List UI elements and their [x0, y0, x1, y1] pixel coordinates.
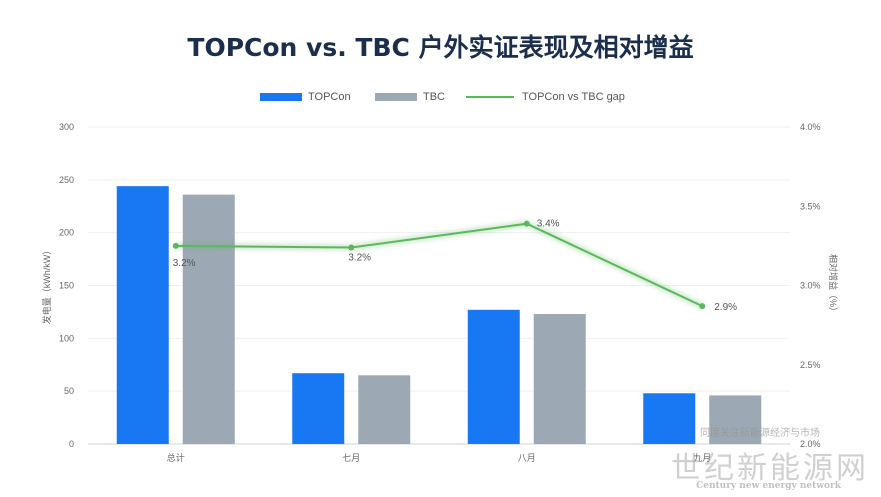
y2-tick-label: 3.5%	[800, 201, 821, 211]
legend-swatch-gap	[466, 96, 514, 98]
y2-tick-label: 2.5%	[800, 360, 821, 370]
legend-item-tbc: TBC	[375, 91, 445, 103]
legend-item-gap: TOPCon vs TBC gap	[466, 91, 625, 103]
bar-topcon	[292, 373, 345, 444]
x-tick-label: 九月	[693, 453, 711, 463]
gap-line	[175, 222, 703, 308]
y-tick-label: 300	[59, 122, 74, 132]
gap-point	[699, 303, 706, 310]
x-tick-label: 七月	[342, 453, 360, 463]
legend-label-tbc: TBC	[423, 91, 445, 103]
y2-tick-label: 2.0%	[800, 439, 821, 449]
legend-swatch-topcon	[260, 93, 302, 101]
y-tick-label: 200	[59, 228, 74, 238]
legend-label-gap: TOPCon vs TBC gap	[522, 91, 625, 103]
bar-topcon	[116, 186, 169, 444]
gap-data-label: 3.2%	[348, 252, 371, 263]
x-tick-label: 总计	[167, 452, 185, 463]
gap-point	[172, 242, 179, 249]
gap-data-label: 3.2%	[173, 258, 196, 269]
y-tick-label: 0	[69, 439, 74, 449]
gap-data-label: 2.9%	[714, 302, 737, 313]
y-tick-label: 100	[59, 333, 74, 343]
y-tick-label: 150	[59, 281, 74, 291]
chart-legend: TOPCon TBC TOPCon vs TBC gap	[0, 91, 881, 105]
y-tick-label: 250	[59, 175, 74, 185]
bar-tbc	[182, 194, 235, 444]
gap-data-label: 3.4%	[537, 219, 560, 230]
y2-tick-label: 4.0%	[800, 122, 821, 132]
bar-tbc	[709, 395, 762, 444]
gap-point	[523, 220, 530, 227]
bar-topcon	[643, 393, 696, 444]
gap-point	[348, 244, 355, 251]
bar-tbc	[358, 375, 411, 444]
legend-item-topcon: TOPCon	[260, 91, 351, 103]
x-tick-label: 八月	[518, 453, 536, 463]
y-tick-label: 50	[64, 386, 74, 396]
watermark-subtitle: Century new energy network	[696, 481, 841, 491]
bar-topcon	[467, 309, 520, 444]
watermark-logo: 世纪新能源网	[671, 451, 869, 486]
y-axis-title: 发电量（kWh/kW）	[41, 246, 52, 325]
legend-label-topcon: TOPCon	[308, 91, 351, 103]
bar-tbc	[533, 314, 586, 444]
legend-swatch-tbc	[375, 93, 417, 101]
y2-axis-title: 相对增益（%）	[828, 254, 839, 316]
y2-tick-label: 3.0%	[800, 281, 821, 291]
watermark-slogan: 同度关注新能源经济与市场	[700, 428, 820, 439]
chart-title: TOPCon vs. TBC 户外实证表现及相对增益	[187, 33, 694, 62]
